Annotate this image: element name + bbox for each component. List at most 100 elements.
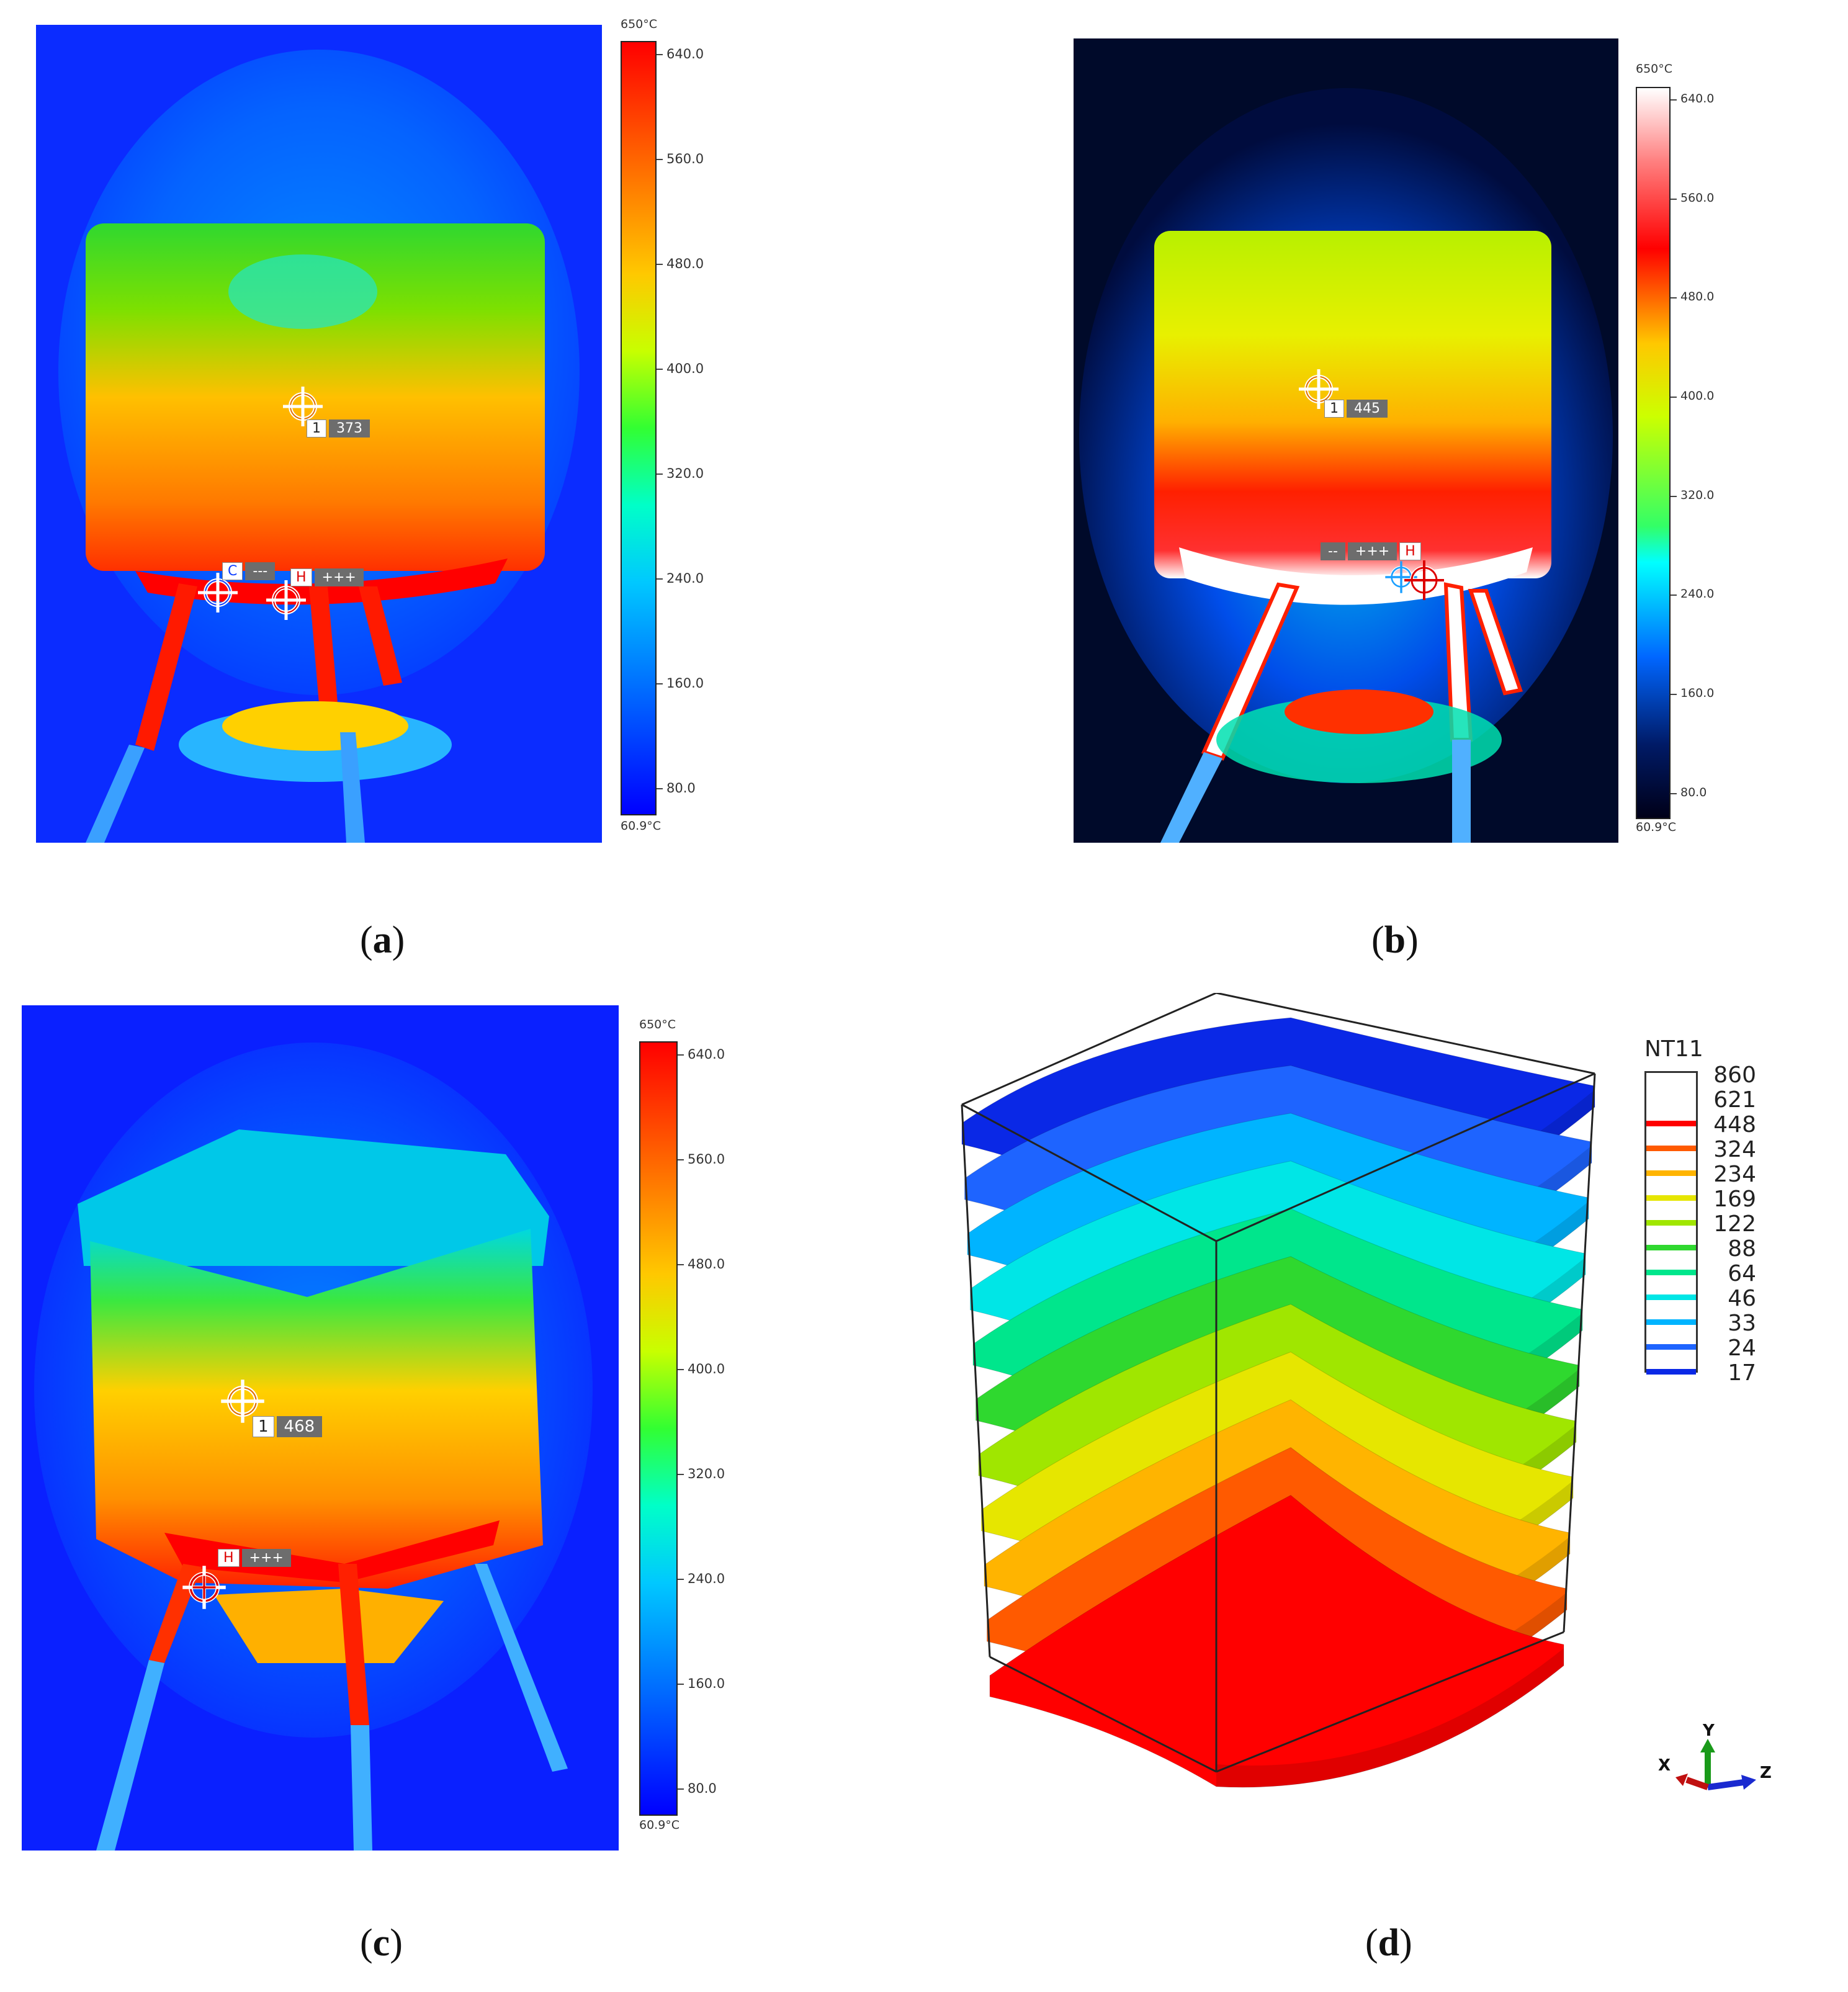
scale-tick-label: 160.0	[1680, 686, 1715, 701]
scale-tick-mark	[1671, 397, 1677, 398]
lower-leg	[96, 1660, 164, 1851]
scale-tick-mark	[678, 1578, 684, 1580]
scale-bar	[639, 1041, 678, 1816]
spot-crosshair-icon[interactable]	[219, 1378, 266, 1425]
nt11-legend: NT11 860 621 448 324 234 169 122 88 64 46 33 24 17	[1644, 1036, 1831, 1386]
axis-z-label: Z	[1760, 1764, 1772, 1782]
legend-value: 64	[1728, 1261, 1756, 1286]
scale-tick-label: 80.0	[666, 780, 696, 796]
scale-tick-label: 160.0	[666, 675, 704, 691]
legend-title: NT11	[1644, 1036, 1703, 1062]
scale-tick-label: 400.0	[666, 361, 704, 376]
scale-tick-label: 480.0	[688, 1256, 725, 1272]
hot-crosshair-icon[interactable]	[264, 578, 308, 622]
legend-swatch	[1646, 1344, 1696, 1350]
legend-value: 122	[1713, 1211, 1756, 1237]
legend-value: 17	[1728, 1360, 1756, 1386]
lower-leg	[86, 745, 145, 843]
hot-crosshair-icon[interactable]	[181, 1564, 228, 1611]
scale-tick-label: 560.0	[1680, 191, 1715, 205]
panel-c: 1 468 H +++ 650°C 640.0 560.0 480.0 400.0 32…	[0, 993, 807, 1992]
scale-max: 650°C	[621, 17, 658, 31]
legend-value: 860	[1713, 1062, 1756, 1088]
hot-label-c: H +++	[218, 1549, 291, 1567]
spot-crosshair-icon[interactable]	[281, 385, 325, 428]
cold-crosshair-icon[interactable]	[196, 571, 240, 614]
support-leg	[359, 586, 402, 686]
spot-value: 445	[1347, 400, 1388, 418]
scale-tick-mark	[657, 263, 663, 265]
hot-label-a: H +++	[290, 568, 364, 586]
panel-d: NT11 860 621 448 324 234 169 122 88 64 46 33 24 17 X…	[931, 993, 1848, 1992]
scale-tick-label: 320.0	[688, 1466, 725, 1481]
legend-value: 621	[1713, 1087, 1756, 1113]
scale-tick-mark	[678, 1054, 684, 1056]
color-scale-b: 650°C 640.0 560.0 480.0 400.0 320.0 240.0 160.…	[1632, 62, 1731, 850]
legend-swatch	[1646, 1121, 1696, 1126]
scale-bar	[621, 41, 657, 815]
crucible-body	[90, 1229, 543, 1589]
hot-marker: H	[290, 568, 312, 586]
legend-value: 46	[1728, 1286, 1756, 1311]
scale-tick-mark	[678, 1263, 684, 1265]
scale-tick-mark	[657, 473, 663, 475]
legend-swatch	[1646, 1369, 1696, 1375]
scale-tick-label: 480.0	[666, 256, 704, 271]
spot-id: 1	[1324, 400, 1344, 418]
axis-triad-icon	[1675, 1739, 1756, 1790]
legend-swatch	[1646, 1294, 1696, 1300]
spot-crosshair-icon[interactable]	[1297, 367, 1340, 411]
support-leg	[338, 1564, 369, 1725]
scale-tick-label: 240.0	[688, 1571, 725, 1586]
legend-swatch	[1646, 1170, 1696, 1176]
scale-min: 60.9°C	[639, 1818, 680, 1832]
legend-values: 860 621 448 324 234 169 122 88 64 46 33 24 17	[1694, 1061, 1818, 1386]
scale-tick-mark	[657, 159, 663, 161]
legend-value: 448	[1713, 1112, 1756, 1137]
scale-tick-mark	[678, 1683, 684, 1685]
fe-temperature-layers	[961, 993, 1596, 1788]
thermal-image-a: 1 373 C --- H +++	[36, 25, 602, 843]
scale-tick-mark	[678, 1788, 684, 1790]
lower-leg	[340, 732, 365, 843]
scale-tick-mark	[1671, 495, 1677, 497]
scale-tick-mark	[1671, 694, 1677, 696]
hot-value: +++	[314, 568, 364, 586]
cold-value: ---	[245, 562, 276, 580]
crucible-bottom-rim	[164, 1520, 500, 1582]
temperature-layer-shade	[1216, 1648, 1564, 1788]
scale-tick-label: 80.0	[1680, 785, 1707, 799]
legend-swatch	[1646, 1270, 1696, 1275]
caption-d: (d)	[1365, 1922, 1412, 1964]
panel-a: 1 373 C --- H +++ 650°C 640.0 560.0 480.0 4…	[0, 0, 807, 968]
scale-tick-label: 640.0	[666, 47, 704, 62]
lower-leg	[475, 1564, 568, 1772]
cold-crosshair-icon[interactable]	[1383, 559, 1420, 596]
color-scale-c: 650°C 640.0 560.0 480.0 400.0 320.0 240.0 160.…	[633, 1018, 732, 1849]
support-leg	[1468, 589, 1523, 696]
legend-value: 88	[1728, 1236, 1756, 1262]
bounding-box-edge	[1216, 993, 1595, 1075]
axis-y-label: Y	[1703, 1721, 1715, 1740]
hot-marker: H	[218, 1549, 240, 1567]
scale-tick-mark	[1671, 594, 1677, 596]
bounding-box-edge	[961, 993, 1217, 1106]
thermal-image-c: 1 468 H +++	[22, 1005, 619, 1851]
scale-tick-label: 640.0	[1680, 91, 1715, 105]
cold-marker: C	[222, 562, 243, 580]
legend-swatch	[1646, 1146, 1696, 1151]
hot-label-b: -- +++ H	[1321, 542, 1421, 560]
legend-swatch	[1646, 1319, 1696, 1325]
hot-crosshair-icon[interactable]	[1402, 559, 1446, 602]
caption-a: (a)	[360, 919, 405, 961]
scale-tick-mark	[678, 1159, 684, 1161]
axis-x-label: X	[1658, 1756, 1671, 1775]
lower-leg	[1160, 752, 1222, 843]
bounding-box-edge	[1216, 1072, 1595, 1242]
hot-value: +++	[1347, 542, 1397, 560]
scale-tick-label: 400.0	[688, 1361, 725, 1376]
spot-label-a: 1 373	[307, 419, 370, 437]
scale-tick-label: 400.0	[1680, 389, 1715, 403]
cold-label-a: C ---	[222, 562, 276, 580]
scale-tick-mark	[657, 787, 663, 789]
